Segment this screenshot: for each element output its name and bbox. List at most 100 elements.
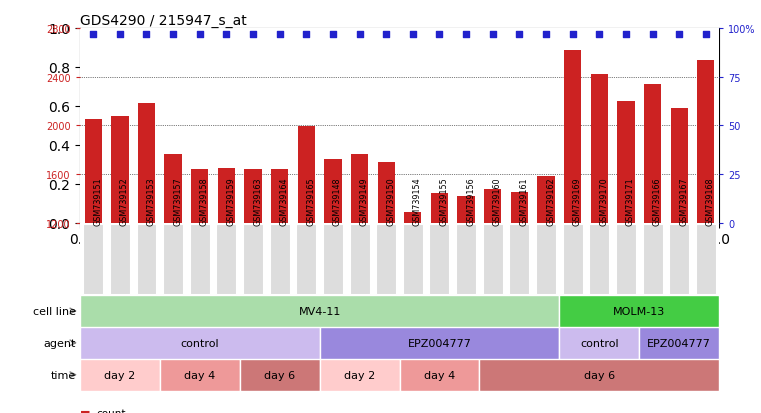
Point [353,31,365,38]
Bar [83,225,103,294]
Text: GSM739168: GSM739168 [705,178,715,226]
Bar [616,225,636,294]
Text: GSM739158: GSM739158 [199,178,209,226]
Bar [482,225,503,294]
Point [700,31,712,38]
Bar [298,127,315,369]
Bar [377,162,395,369]
Point [594,31,606,38]
Bar [240,359,320,391]
Point [193,31,205,38]
Bar [136,225,157,294]
Point [167,31,180,38]
Text: MV4-11: MV4-11 [298,306,341,316]
Text: day 6: day 6 [584,370,615,380]
Bar [111,116,129,369]
Bar [537,177,555,369]
Bar [429,225,450,294]
Text: GSM739165: GSM739165 [306,178,315,226]
Bar [80,359,160,391]
Bar [243,225,263,294]
Bar [642,225,663,294]
Text: EPZ004777: EPZ004777 [408,338,471,348]
Bar [479,359,719,391]
Bar [351,155,368,369]
Text: GSM739149: GSM739149 [359,178,368,226]
Bar [669,225,689,294]
Text: GSM739161: GSM739161 [519,178,528,226]
Text: time: time [51,370,76,380]
Point [87,31,99,38]
Bar [138,104,155,369]
Bar [591,75,608,369]
Point [327,31,339,38]
Text: GSM739169: GSM739169 [572,178,581,226]
Text: GSM739167: GSM739167 [679,178,688,226]
Point [540,31,552,38]
Bar [269,225,290,294]
Bar [80,295,559,327]
Text: GSM739154: GSM739154 [412,178,422,226]
Bar [164,155,182,369]
Text: GSM739162: GSM739162 [546,178,555,226]
Text: GSM739151: GSM739151 [93,178,102,226]
Point [140,31,152,38]
Bar [191,170,209,369]
Bar [617,102,635,369]
Bar [639,327,719,359]
Bar [271,170,288,369]
Point [566,31,579,38]
Bar [484,189,501,369]
Point [114,31,126,38]
Point [407,31,419,38]
Bar [509,225,530,294]
Text: GSM739150: GSM739150 [386,178,395,226]
Text: GSM739166: GSM739166 [652,178,661,226]
Text: control: control [180,338,219,348]
Point [673,31,686,38]
Bar [559,327,639,359]
Point [221,31,233,38]
Bar [324,160,342,369]
Point [247,31,259,38]
Text: GSM739171: GSM739171 [626,178,635,226]
Bar [320,359,400,391]
Point [434,31,446,38]
Text: GSM739170: GSM739170 [599,178,608,226]
Bar [559,295,719,327]
Bar [564,51,581,369]
Text: GSM739148: GSM739148 [333,178,342,226]
Text: day 6: day 6 [264,370,295,380]
Point [380,31,393,38]
Point [647,31,659,38]
Bar [163,225,183,294]
Text: GSM739155: GSM739155 [440,177,448,226]
Text: GDS4290 / 215947_s_at: GDS4290 / 215947_s_at [80,14,247,28]
Point [274,31,286,38]
Bar [296,225,317,294]
Text: GSM739156: GSM739156 [466,178,475,226]
Bar [349,225,370,294]
Bar [376,225,396,294]
Text: day 4: day 4 [184,370,215,380]
Bar [189,225,210,294]
Text: GSM739157: GSM739157 [174,177,182,226]
Text: agent: agent [43,338,76,348]
Bar [696,225,716,294]
Point [619,31,632,38]
Bar [403,225,423,294]
Text: GSM739153: GSM739153 [146,178,155,226]
Bar [644,85,661,369]
Bar [404,212,422,369]
Text: count: count [97,408,126,413]
Bar [216,225,237,294]
Bar [218,169,235,369]
Bar [80,327,320,359]
Bar [589,225,610,294]
Text: ■: ■ [80,408,91,413]
Text: GSM739152: GSM739152 [119,177,129,226]
Bar [456,225,476,294]
Bar [84,120,102,369]
Text: GSM739164: GSM739164 [280,178,288,226]
Bar [457,196,475,369]
